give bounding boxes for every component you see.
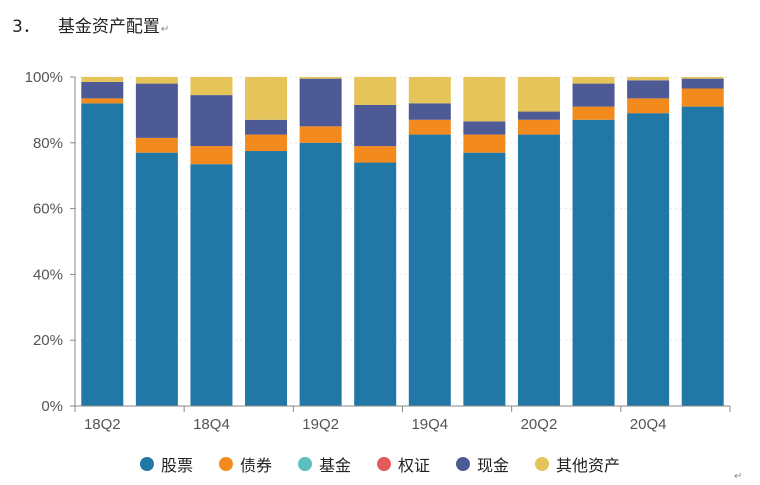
x-tick-label: 20Q2 (521, 416, 558, 433)
bar-segment (463, 134, 506, 153)
bar-segment (517, 119, 560, 135)
bar-segment (572, 77, 615, 84)
bar-segment (354, 77, 397, 105)
return-mark-icon: ↵ (734, 471, 743, 482)
bar-segment (572, 83, 615, 107)
bar-segment (354, 162, 397, 406)
y-tick-label: 20% (33, 332, 63, 349)
bar-segment (135, 152, 178, 406)
bar-segment (245, 119, 288, 135)
legend-item: 现金 (456, 452, 509, 476)
legend-swatch (297, 457, 312, 471)
bar-segment (627, 113, 670, 406)
bar-segment (245, 77, 288, 120)
x-tick-label: 19Q2 (302, 416, 339, 433)
legend-label: 现金 (477, 456, 510, 475)
bar-segment (135, 77, 178, 84)
bar-segment (190, 77, 233, 96)
bar-segment (463, 121, 506, 135)
legend-swatch (377, 457, 391, 471)
legend-item: 权证 (377, 452, 430, 476)
bar-segment (245, 134, 288, 152)
chart-legend: 股票 债券 基金 权证 现金 其他资产 (0, 452, 760, 476)
y-tick-label: 100% (25, 69, 63, 86)
bar-segment (190, 164, 233, 406)
bar-segment (627, 80, 670, 99)
legend-label: 基金 (318, 456, 351, 475)
legend-swatch (218, 457, 233, 471)
bar-segment (354, 104, 397, 147)
bar-segment (681, 88, 724, 107)
bar-segment (408, 119, 451, 135)
x-tick-label: 20Q4 (630, 416, 667, 433)
legend-label: 其他资产 (556, 456, 621, 475)
bar-segment (354, 146, 397, 163)
bar-segment (517, 77, 560, 112)
bar-segment (190, 95, 233, 147)
asset-allocation-chart: 0% 20% 40% 60% 80% 100% 18Q2 18Q4 19Q2 19Q4 20Q2 20… (25, 69, 731, 433)
bar-segment (408, 134, 451, 406)
y-tick-label: 60% (33, 201, 63, 218)
legend-swatch (535, 457, 550, 471)
legend-label: 权证 (398, 456, 431, 475)
legend-label: 股票 (160, 456, 193, 475)
x-tick-label: 18Q4 (193, 416, 230, 433)
y-tick-label: 0% (41, 398, 63, 415)
bar-segment (81, 98, 124, 104)
bar-segment (463, 152, 506, 406)
x-tick-label: 19Q4 (411, 416, 448, 433)
legend-swatch (139, 457, 154, 471)
bar-segment (681, 78, 724, 89)
y-tick-label: 80% (33, 135, 63, 152)
bar-segment (135, 137, 178, 153)
legend-item: 股票 (139, 452, 193, 476)
bar-segment (572, 119, 615, 407)
bar-segment (299, 77, 342, 79)
bar-segment (81, 77, 124, 82)
legend-item: 债券 (218, 452, 272, 476)
bar-segment (408, 103, 451, 120)
bar-segment (463, 77, 506, 122)
bar-segment (681, 106, 724, 407)
bar-segment (81, 81, 124, 99)
bar-segment (299, 78, 342, 127)
legend-item: 基金 (297, 452, 351, 476)
section-title: 基金资产配置 (57, 17, 160, 37)
bar-segment (299, 142, 342, 407)
bar-segment (299, 126, 342, 143)
section-number: 3． (12, 17, 40, 37)
section-heading: 3． 基金资产配置↵ (12, 12, 169, 37)
bar-segment (627, 98, 670, 114)
bar-segment (190, 146, 233, 165)
bar-segment (517, 134, 560, 406)
y-tick-label: 40% (33, 266, 63, 283)
bar-segment (135, 83, 178, 138)
bar-segment (81, 103, 124, 406)
legend-swatch (456, 457, 471, 471)
x-tick-label: 18Q2 (84, 416, 121, 433)
bar-segment (627, 77, 670, 81)
bar-segment (572, 106, 615, 120)
legend-item: 其他资产 (535, 452, 620, 476)
bar-segment (245, 151, 288, 406)
bar-segment (681, 77, 724, 79)
bar-segment (517, 111, 560, 120)
legend-label: 债券 (239, 456, 272, 475)
return-mark-icon: ↵ (160, 24, 170, 35)
bar-segment (408, 77, 451, 104)
